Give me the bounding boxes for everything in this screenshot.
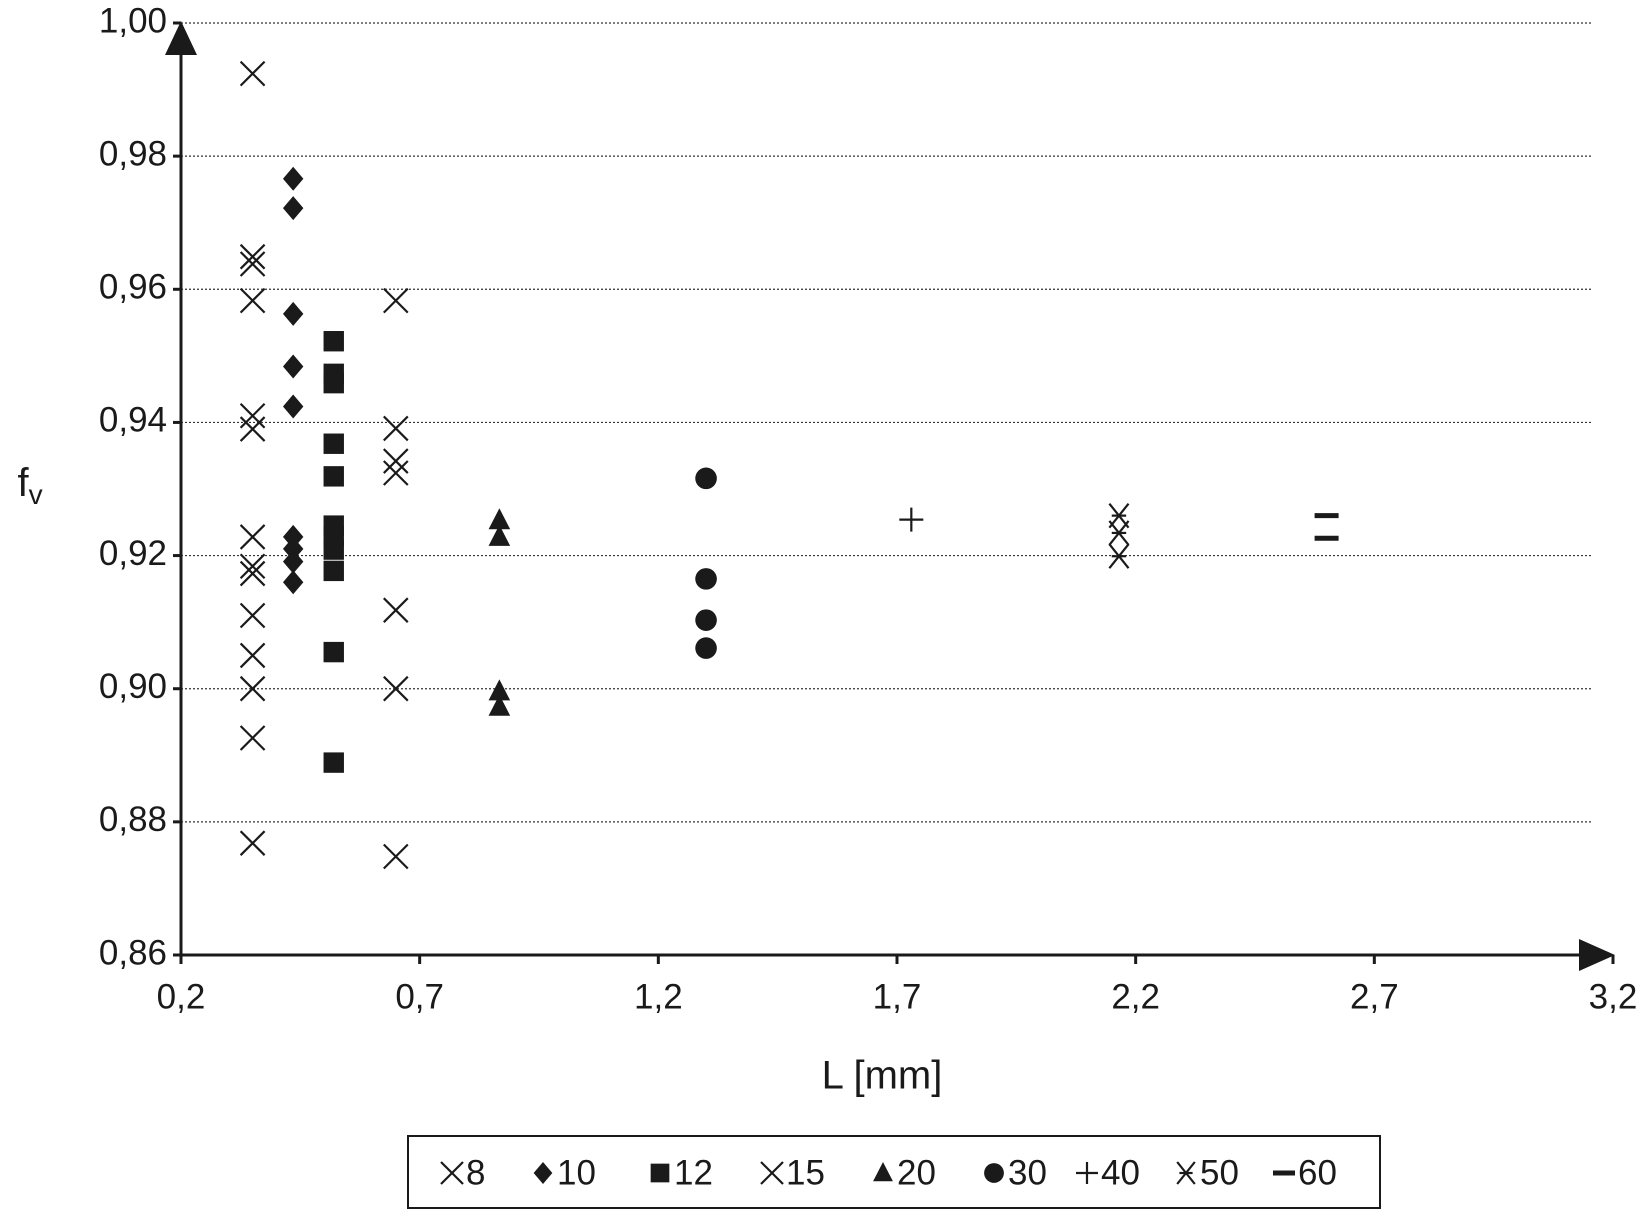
- marker: [984, 1163, 1004, 1183]
- marker: [488, 524, 511, 546]
- marker: [695, 637, 717, 659]
- marker: [239, 602, 266, 629]
- marker: [282, 166, 304, 191]
- marker: [383, 460, 409, 486]
- marker: [239, 416, 266, 442]
- marker: [899, 507, 924, 532]
- marker: [383, 287, 409, 314]
- marker: [282, 301, 304, 326]
- y-tick-label: 0,88: [99, 800, 167, 839]
- marker: [323, 331, 344, 352]
- legend-item: 10: [533, 1153, 596, 1192]
- y-tick-label: 0,96: [99, 268, 167, 307]
- marker: [695, 467, 717, 490]
- x-axis-arrow: [1579, 939, 1615, 971]
- x-axis-title: L [mm]: [822, 1054, 943, 1098]
- marker: [239, 402, 266, 429]
- x-tick-label: 1,2: [634, 977, 683, 1016]
- marker: [239, 251, 266, 277]
- marker: [383, 597, 409, 623]
- legend-item: 20: [873, 1153, 936, 1192]
- marker: [1076, 1162, 1098, 1184]
- legend-item: 50: [1176, 1153, 1239, 1192]
- marker: [695, 609, 717, 631]
- legend-item: 15: [760, 1153, 825, 1192]
- marker: [282, 394, 304, 419]
- marker: [239, 560, 266, 587]
- marker: [1108, 520, 1130, 546]
- legend-item: 60: [1273, 1153, 1337, 1192]
- marker: [239, 725, 266, 751]
- marker: [1176, 1161, 1196, 1185]
- marker: [282, 536, 304, 561]
- marker: [650, 1163, 670, 1183]
- y-tick-label: 0,98: [99, 134, 167, 173]
- legend-label: 60: [1298, 1153, 1337, 1192]
- legend-box: [407, 1135, 1381, 1209]
- marker: [239, 675, 266, 702]
- y-axis-title-subscript: v: [29, 479, 43, 510]
- x-tick-label: 0,2: [157, 977, 206, 1016]
- y-axis-title: fv: [17, 461, 42, 511]
- legend-label: 20: [897, 1153, 936, 1192]
- marker: [239, 60, 266, 87]
- marker: [695, 568, 717, 590]
- x-tick-label: 1,7: [873, 977, 922, 1016]
- marker: [239, 553, 266, 580]
- y-tick-label: 1,00: [99, 1, 167, 40]
- marker: [383, 415, 409, 442]
- y-axis-arrow: [165, 21, 197, 55]
- marker: [239, 287, 266, 314]
- marker: [323, 433, 344, 454]
- legend-item: 30: [984, 1153, 1047, 1192]
- marker: [323, 641, 344, 663]
- marker: [282, 196, 304, 221]
- marker: [383, 843, 409, 870]
- marker: [488, 694, 511, 716]
- marker: [282, 570, 304, 595]
- marker: [239, 243, 266, 270]
- marker: [239, 642, 266, 669]
- x-tick-label: 2,2: [1111, 977, 1160, 1016]
- y-tick-label: 0,92: [99, 534, 167, 573]
- legend-label: 15: [786, 1153, 825, 1192]
- y-axis-title-main: f: [17, 461, 29, 505]
- x-tick-label: 0,7: [395, 977, 444, 1016]
- marker: [323, 466, 344, 487]
- marker: [488, 679, 511, 701]
- legend-label: 10: [557, 1153, 596, 1192]
- marker: [383, 448, 409, 474]
- marker: [873, 1162, 893, 1182]
- marker: [323, 560, 344, 582]
- legend-label: 8: [466, 1153, 485, 1192]
- x-tick-label: 3,2: [1589, 977, 1638, 1016]
- legend-item: 8: [440, 1153, 485, 1192]
- marker: [239, 524, 266, 550]
- marker: [323, 372, 344, 394]
- marker: [323, 539, 344, 560]
- marker: [440, 1161, 464, 1185]
- y-tick-label: 0,94: [99, 401, 167, 440]
- x-tick-label: 2,7: [1350, 977, 1399, 1016]
- legend-label: 30: [1008, 1153, 1047, 1192]
- legend-label: 50: [1200, 1153, 1239, 1192]
- marker: [1108, 543, 1130, 569]
- marker: [533, 1162, 553, 1184]
- legend-item: 12: [650, 1153, 713, 1192]
- marker: [383, 675, 409, 702]
- legend-item: 40: [1076, 1153, 1140, 1192]
- legend-label: 12: [674, 1153, 713, 1192]
- y-tick-label: 0,90: [99, 667, 167, 706]
- legend-label: 40: [1101, 1153, 1140, 1192]
- marker: [323, 752, 344, 773]
- marker: [282, 549, 304, 574]
- marker: [282, 354, 304, 379]
- y-tick-label: 0,86: [99, 933, 167, 972]
- marker: [488, 508, 511, 530]
- marker: [760, 1161, 784, 1185]
- marker: [239, 830, 266, 856]
